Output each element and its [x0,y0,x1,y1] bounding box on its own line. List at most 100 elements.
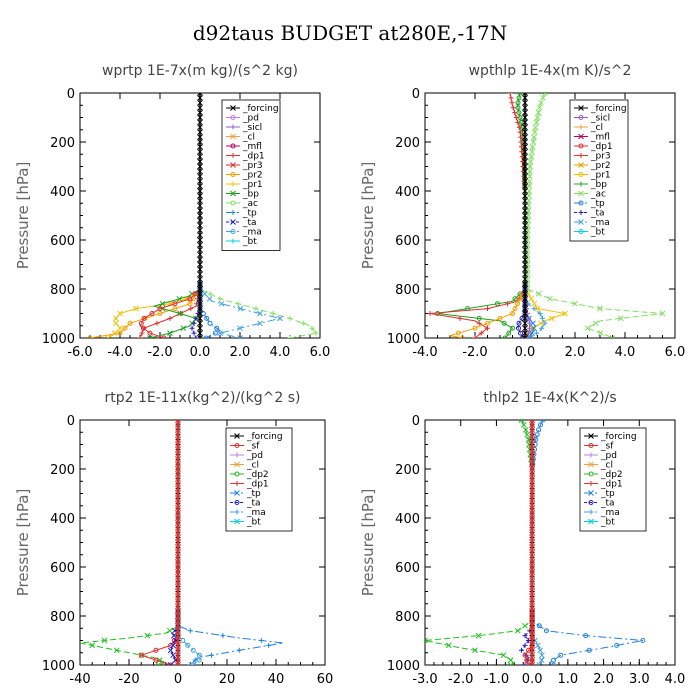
legend-label-forcing: _forcing [600,432,637,442]
series-sf-marker [529,662,535,665]
series-sf-marker [175,642,181,649]
series-forcing-marker [197,286,203,292]
series-pr2-marker [122,325,128,331]
panel-title: rtp2 1E-11x(kg^2)/(kg^2 s) [105,390,301,406]
series-sf-marker [529,598,535,605]
series-forcing-marker [522,148,528,155]
series-sf-marker [175,436,181,443]
legend-label-dp1: _dp1 [246,480,269,490]
x-tick-label: 4.0 [615,345,636,360]
series-tp-marker [258,638,264,643]
series-ta-marker [167,647,174,654]
series-pr2-marker [455,330,461,336]
legend-label-sicl: _sicl [242,123,262,133]
series-dp1-marker [518,144,524,150]
series-ac-marker [270,311,276,316]
series-sf-marker [175,632,181,639]
panel-title: wpthlp 1E-4x(m K)/s^2 [469,63,632,79]
x-tick-label: 0.0 [515,345,536,360]
series-dp1-marker [147,330,153,336]
legend-pr1-marker [578,172,584,177]
y-tick-label: 800 [395,610,420,625]
series-dp1-marker [187,296,193,302]
series-forcing-marker [197,158,203,165]
legend-label-pr2: _pr2 [590,161,611,171]
series-tp-marker [586,647,592,653]
series-sf-marker [529,520,535,526]
series-sf-marker [529,588,535,595]
legend-label-pr2: _pr2 [242,171,263,181]
series-forcing-marker [197,295,203,302]
series-forcing-marker [522,276,528,283]
series-ac-marker [540,95,546,101]
legend-label-ta: _ta [246,499,261,509]
series-pr2-marker [510,311,515,316]
legend-label-dp2: _dp2 [246,470,269,480]
series-dp1-marker [192,291,198,297]
legend-dp1-marker [234,481,240,486]
legend-label-dp1: _dp1 [590,142,613,152]
series-sf-marker [175,539,181,546]
series-pr1-marker [113,320,119,327]
series-ac-marker [524,242,531,248]
panel-4: thlp2 1E-4x(K^2)/s Pressure [hPa] -3.0 -2.0… [359,390,685,687]
x-tick-label: 4.0 [270,345,291,360]
series-bp-marker [177,310,183,317]
series-ac-marker [617,315,624,322]
y-tick-label: 400 [50,512,75,527]
series-forcing-marker [197,271,203,278]
series-ma-marker [537,647,544,654]
legend-ma-marker [578,219,584,225]
series-forcing-marker [522,325,528,332]
series-forcing-marker [522,295,528,302]
series-pr2-marker [157,311,163,316]
series-ma-marker [190,647,196,653]
series-sf-marker [175,466,181,472]
series-line-ma [177,420,204,665]
series-ac-marker [524,261,531,268]
x-tick-label: -2.0 [147,345,172,360]
y-axis-label: Pressure [hPa] [359,162,377,270]
series-bp-marker [180,325,187,332]
series-tp-marker [558,652,564,658]
series-dp2-marker [507,662,514,665]
series-ma-marker [218,300,225,307]
legend-pr1-marker [230,181,236,187]
series-forcing-marker [197,276,203,283]
series-pr2-marker [127,320,133,326]
series-dp1-marker [522,652,528,658]
series-pr1-marker [529,325,536,332]
series-forcing-marker [522,315,528,322]
series-forcing-marker [522,256,528,263]
series-forcing-marker [197,134,203,140]
series-sf-marker [529,451,535,458]
series-sf-marker [175,603,181,610]
series-tp-marker [204,315,210,321]
y-tick-label: 1000 [42,659,75,674]
panel-1: wprtp 1E-7x(m kg)/(s^2 kg) Pressure [hPa]… [14,63,330,360]
x-tick-label: 40 [268,672,285,687]
series-forcing-marker [197,119,203,126]
legend-label-pr3: _pr3 [590,152,611,162]
legend-label-ac: _ac [242,199,258,209]
series-sf-marker [175,573,181,580]
series-ta-marker [522,642,528,648]
series-forcing-marker [522,242,528,248]
series-bp-marker [147,335,153,338]
series-tp-marker [203,335,209,338]
series-sf-marker [529,578,535,585]
series-ta-marker [516,320,522,326]
series-group [427,93,666,338]
series-forcing-marker [522,173,528,180]
series-forcing-marker [522,114,528,121]
legend-label-bt: _bt [242,237,257,247]
series-sf-marker [175,652,181,659]
y-tick-label: 800 [50,610,75,625]
legend-pr3-marker [230,162,236,168]
x-tick-label: -3.0 [412,672,437,687]
series-ac-marker [531,129,538,136]
legend-dp1-marker [230,153,236,158]
series-sf-marker [529,524,535,531]
series-forcing-marker [522,227,528,234]
